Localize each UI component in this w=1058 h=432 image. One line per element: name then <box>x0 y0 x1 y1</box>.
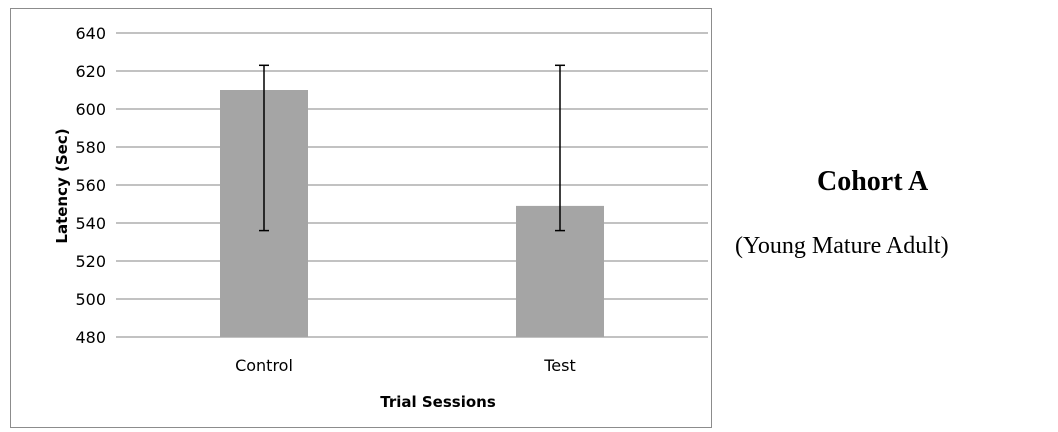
y-tick-label: 560 <box>75 176 106 195</box>
cohort-title: Cohort A <box>817 166 929 197</box>
error-bars <box>259 64 565 232</box>
x-axis-title: Trial Sessions <box>380 393 496 411</box>
x-tick-label-test: Test <box>543 356 576 375</box>
y-axis-title: Latency (Sec) <box>53 128 71 243</box>
y-tick-label: 640 <box>75 24 106 43</box>
bars <box>220 90 604 337</box>
y-tick-label: 580 <box>75 138 106 157</box>
y-tick-label: 480 <box>75 328 106 347</box>
y-tick-label: 520 <box>75 252 106 271</box>
y-tick-label: 540 <box>75 214 106 233</box>
y-tick-label: 600 <box>75 100 106 119</box>
cohort-subtitle: (Young Mature Adult) <box>735 233 949 259</box>
y-tick-label: 500 <box>75 290 106 309</box>
x-axis-ticks: Control Test <box>235 356 576 375</box>
error-bar-test <box>555 64 565 232</box>
gridlines <box>116 32 708 338</box>
chart-frame: 480 500 520 540 560 580 600 620 640 Control Test … <box>10 8 712 428</box>
error-bar-control <box>259 64 269 232</box>
x-tick-label-control: Control <box>235 356 293 375</box>
y-axis-ticks: 480 500 520 540 560 580 600 620 640 <box>75 24 106 347</box>
y-tick-label: 620 <box>75 62 106 81</box>
